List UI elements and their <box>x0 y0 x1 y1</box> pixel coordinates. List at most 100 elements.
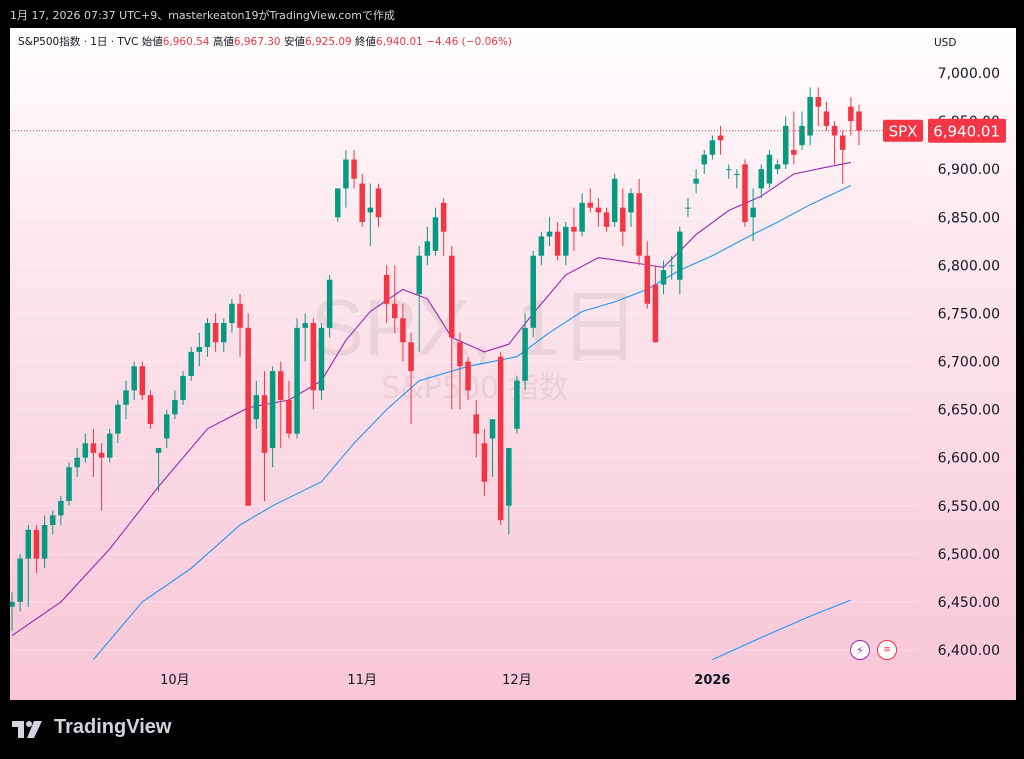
snapshot-caption: 1月 17, 2026 07:37 UTC+9、masterkeaton19がT… <box>10 9 395 22</box>
candle <box>774 159 781 174</box>
candle-body <box>310 323 317 391</box>
candle <box>155 448 162 492</box>
candle <box>652 265 659 343</box>
candle <box>139 361 146 400</box>
candle-body <box>725 169 732 171</box>
candle-body <box>359 183 365 223</box>
candle-body <box>685 207 691 209</box>
candle-body <box>693 178 699 184</box>
candle <box>41 515 48 569</box>
x-tick-label: 10月 <box>160 673 190 688</box>
candle-body <box>473 414 479 434</box>
us-flag-icon[interactable]: ≡ <box>877 640 897 660</box>
candle <box>98 443 105 511</box>
candle-body <box>791 149 797 155</box>
candle-body <box>440 202 447 232</box>
candle <box>481 428 488 497</box>
candle-body <box>579 202 585 232</box>
candle <box>677 226 683 295</box>
candle <box>66 462 72 506</box>
candle <box>326 274 333 338</box>
candle-body <box>180 375 186 400</box>
candle <box>74 448 80 477</box>
candle <box>831 121 838 165</box>
candle-body <box>652 284 659 343</box>
candle <box>375 183 382 227</box>
candle <box>302 313 308 362</box>
candle-body <box>49 515 56 525</box>
candle <box>473 399 479 458</box>
symbol-label[interactable]: S&P500指数 · 1日 · TVC <box>18 36 139 48</box>
candle <box>579 193 585 237</box>
candle-body <box>367 207 374 213</box>
price-chart[interactable]: SPX, 1日 S&P500 指数 7,000.006,950.006,900.… <box>10 28 1016 700</box>
candle-body <box>302 323 308 328</box>
candle-body <box>82 443 89 458</box>
chart-panel[interactable]: SPX, 1日 S&P500 指数 7,000.006,950.006,900.… <box>10 28 1016 700</box>
candle <box>253 380 260 429</box>
tradingview-logo[interactable]: TradingView <box>12 716 171 739</box>
candle <box>212 313 219 352</box>
candle <box>400 303 406 362</box>
candle-body <box>204 323 211 348</box>
candle-body <box>383 274 390 304</box>
candle <box>848 97 854 136</box>
candle <box>554 222 561 261</box>
flash-icon[interactable]: ⚡ <box>850 640 870 660</box>
candle <box>506 448 512 535</box>
candle-body <box>172 399 178 415</box>
candle <box>278 361 284 449</box>
candle-body <box>343 159 349 189</box>
brand-name: TradingView <box>54 716 172 738</box>
candle <box>392 265 398 333</box>
moving-average-line-1 <box>11 161 852 637</box>
symbol-tag <box>883 119 923 142</box>
x-tick-label: 2026 <box>694 673 730 688</box>
low-label: 安値 <box>283 36 305 48</box>
candle-body <box>587 202 593 208</box>
close-value: 6,940.01 <box>376 36 423 48</box>
candle <box>449 246 455 410</box>
candle-body <box>807 97 813 136</box>
candle-body <box>839 135 846 150</box>
candle <box>269 366 276 468</box>
candle <box>546 217 553 247</box>
candle <box>839 130 846 184</box>
y-tick-label: 6,550.00 <box>938 499 1000 515</box>
candle-body <box>742 164 748 223</box>
candle <box>408 332 414 425</box>
x-tick-label: 12月 <box>502 673 532 688</box>
candle-body <box>155 448 162 453</box>
candle-body <box>481 443 488 482</box>
y-tick-label: 6,450.00 <box>938 595 1000 611</box>
candle <box>734 169 740 189</box>
candle <box>82 433 89 463</box>
y-tick-label: 6,900.00 <box>938 162 1000 178</box>
currency-label[interactable]: USD <box>934 37 957 49</box>
candle-body <box>668 265 675 267</box>
candle <box>221 318 227 352</box>
candle-body <box>815 97 822 107</box>
candle-body <box>660 270 667 285</box>
candle-body <box>253 395 260 420</box>
candle-body <box>554 231 561 256</box>
candle <box>245 313 251 506</box>
candle <box>123 380 129 420</box>
candle <box>620 188 626 247</box>
symbol-tag-label: SPX <box>889 123 918 141</box>
candle-body <box>163 414 170 439</box>
candle-body <box>66 467 72 501</box>
candle <box>791 111 797 165</box>
y-tick-label: 6,600.00 <box>938 451 1000 467</box>
candle <box>131 361 137 400</box>
candle-body <box>563 226 569 256</box>
candle <box>628 188 634 227</box>
candle-body <box>546 231 553 237</box>
high-label: 高値 <box>212 36 234 48</box>
tradingview-logo-icon <box>12 720 42 738</box>
candle <box>611 173 618 227</box>
candle-body <box>506 448 512 506</box>
moving-average-line-3 <box>712 599 852 661</box>
y-tick-label: 6,800.00 <box>938 258 1000 274</box>
candle-body <box>856 111 862 131</box>
